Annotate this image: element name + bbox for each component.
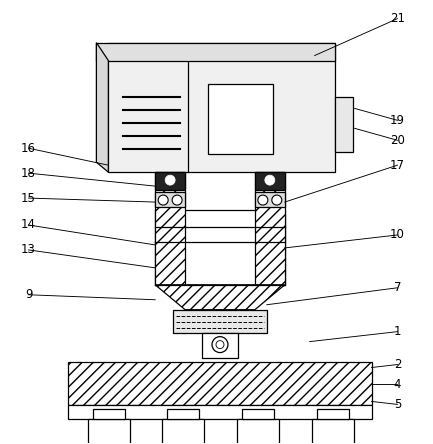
Bar xyxy=(155,210,285,285)
Bar xyxy=(155,192,185,207)
Bar xyxy=(255,172,285,190)
Text: 5: 5 xyxy=(394,398,401,411)
Bar xyxy=(242,409,274,420)
Bar xyxy=(202,333,238,357)
Bar xyxy=(237,420,279,444)
Bar xyxy=(208,84,273,154)
Circle shape xyxy=(158,195,168,205)
Bar xyxy=(155,172,185,190)
Circle shape xyxy=(272,195,282,205)
Bar xyxy=(255,172,285,285)
Bar xyxy=(108,43,335,172)
Bar xyxy=(68,361,372,405)
Text: 14: 14 xyxy=(21,218,36,231)
Text: 1: 1 xyxy=(394,325,401,338)
Circle shape xyxy=(216,341,224,349)
Text: 2: 2 xyxy=(394,358,401,371)
Text: 16: 16 xyxy=(21,142,36,155)
Text: 17: 17 xyxy=(390,159,405,172)
Text: 4: 4 xyxy=(394,378,401,391)
Bar xyxy=(317,409,349,420)
Circle shape xyxy=(212,337,228,353)
Circle shape xyxy=(165,175,175,185)
Bar xyxy=(97,43,335,60)
Circle shape xyxy=(265,175,275,185)
Bar xyxy=(162,420,204,444)
Bar xyxy=(155,172,185,285)
Circle shape xyxy=(172,195,182,205)
Polygon shape xyxy=(97,43,108,172)
Bar xyxy=(88,420,130,444)
Text: 20: 20 xyxy=(390,134,405,147)
Circle shape xyxy=(258,195,268,205)
Text: 18: 18 xyxy=(21,166,36,180)
Text: 19: 19 xyxy=(390,114,405,127)
Text: 10: 10 xyxy=(390,229,405,242)
Bar xyxy=(94,409,125,420)
Polygon shape xyxy=(155,285,285,310)
Bar xyxy=(167,409,199,420)
Bar xyxy=(255,192,285,207)
Text: 13: 13 xyxy=(21,243,36,257)
Bar xyxy=(335,97,352,152)
Text: 7: 7 xyxy=(394,281,401,294)
Bar xyxy=(68,405,372,420)
Bar xyxy=(173,310,267,333)
Bar xyxy=(312,420,354,444)
Text: 9: 9 xyxy=(25,288,32,301)
Text: 15: 15 xyxy=(21,191,36,205)
Text: 21: 21 xyxy=(390,12,405,25)
